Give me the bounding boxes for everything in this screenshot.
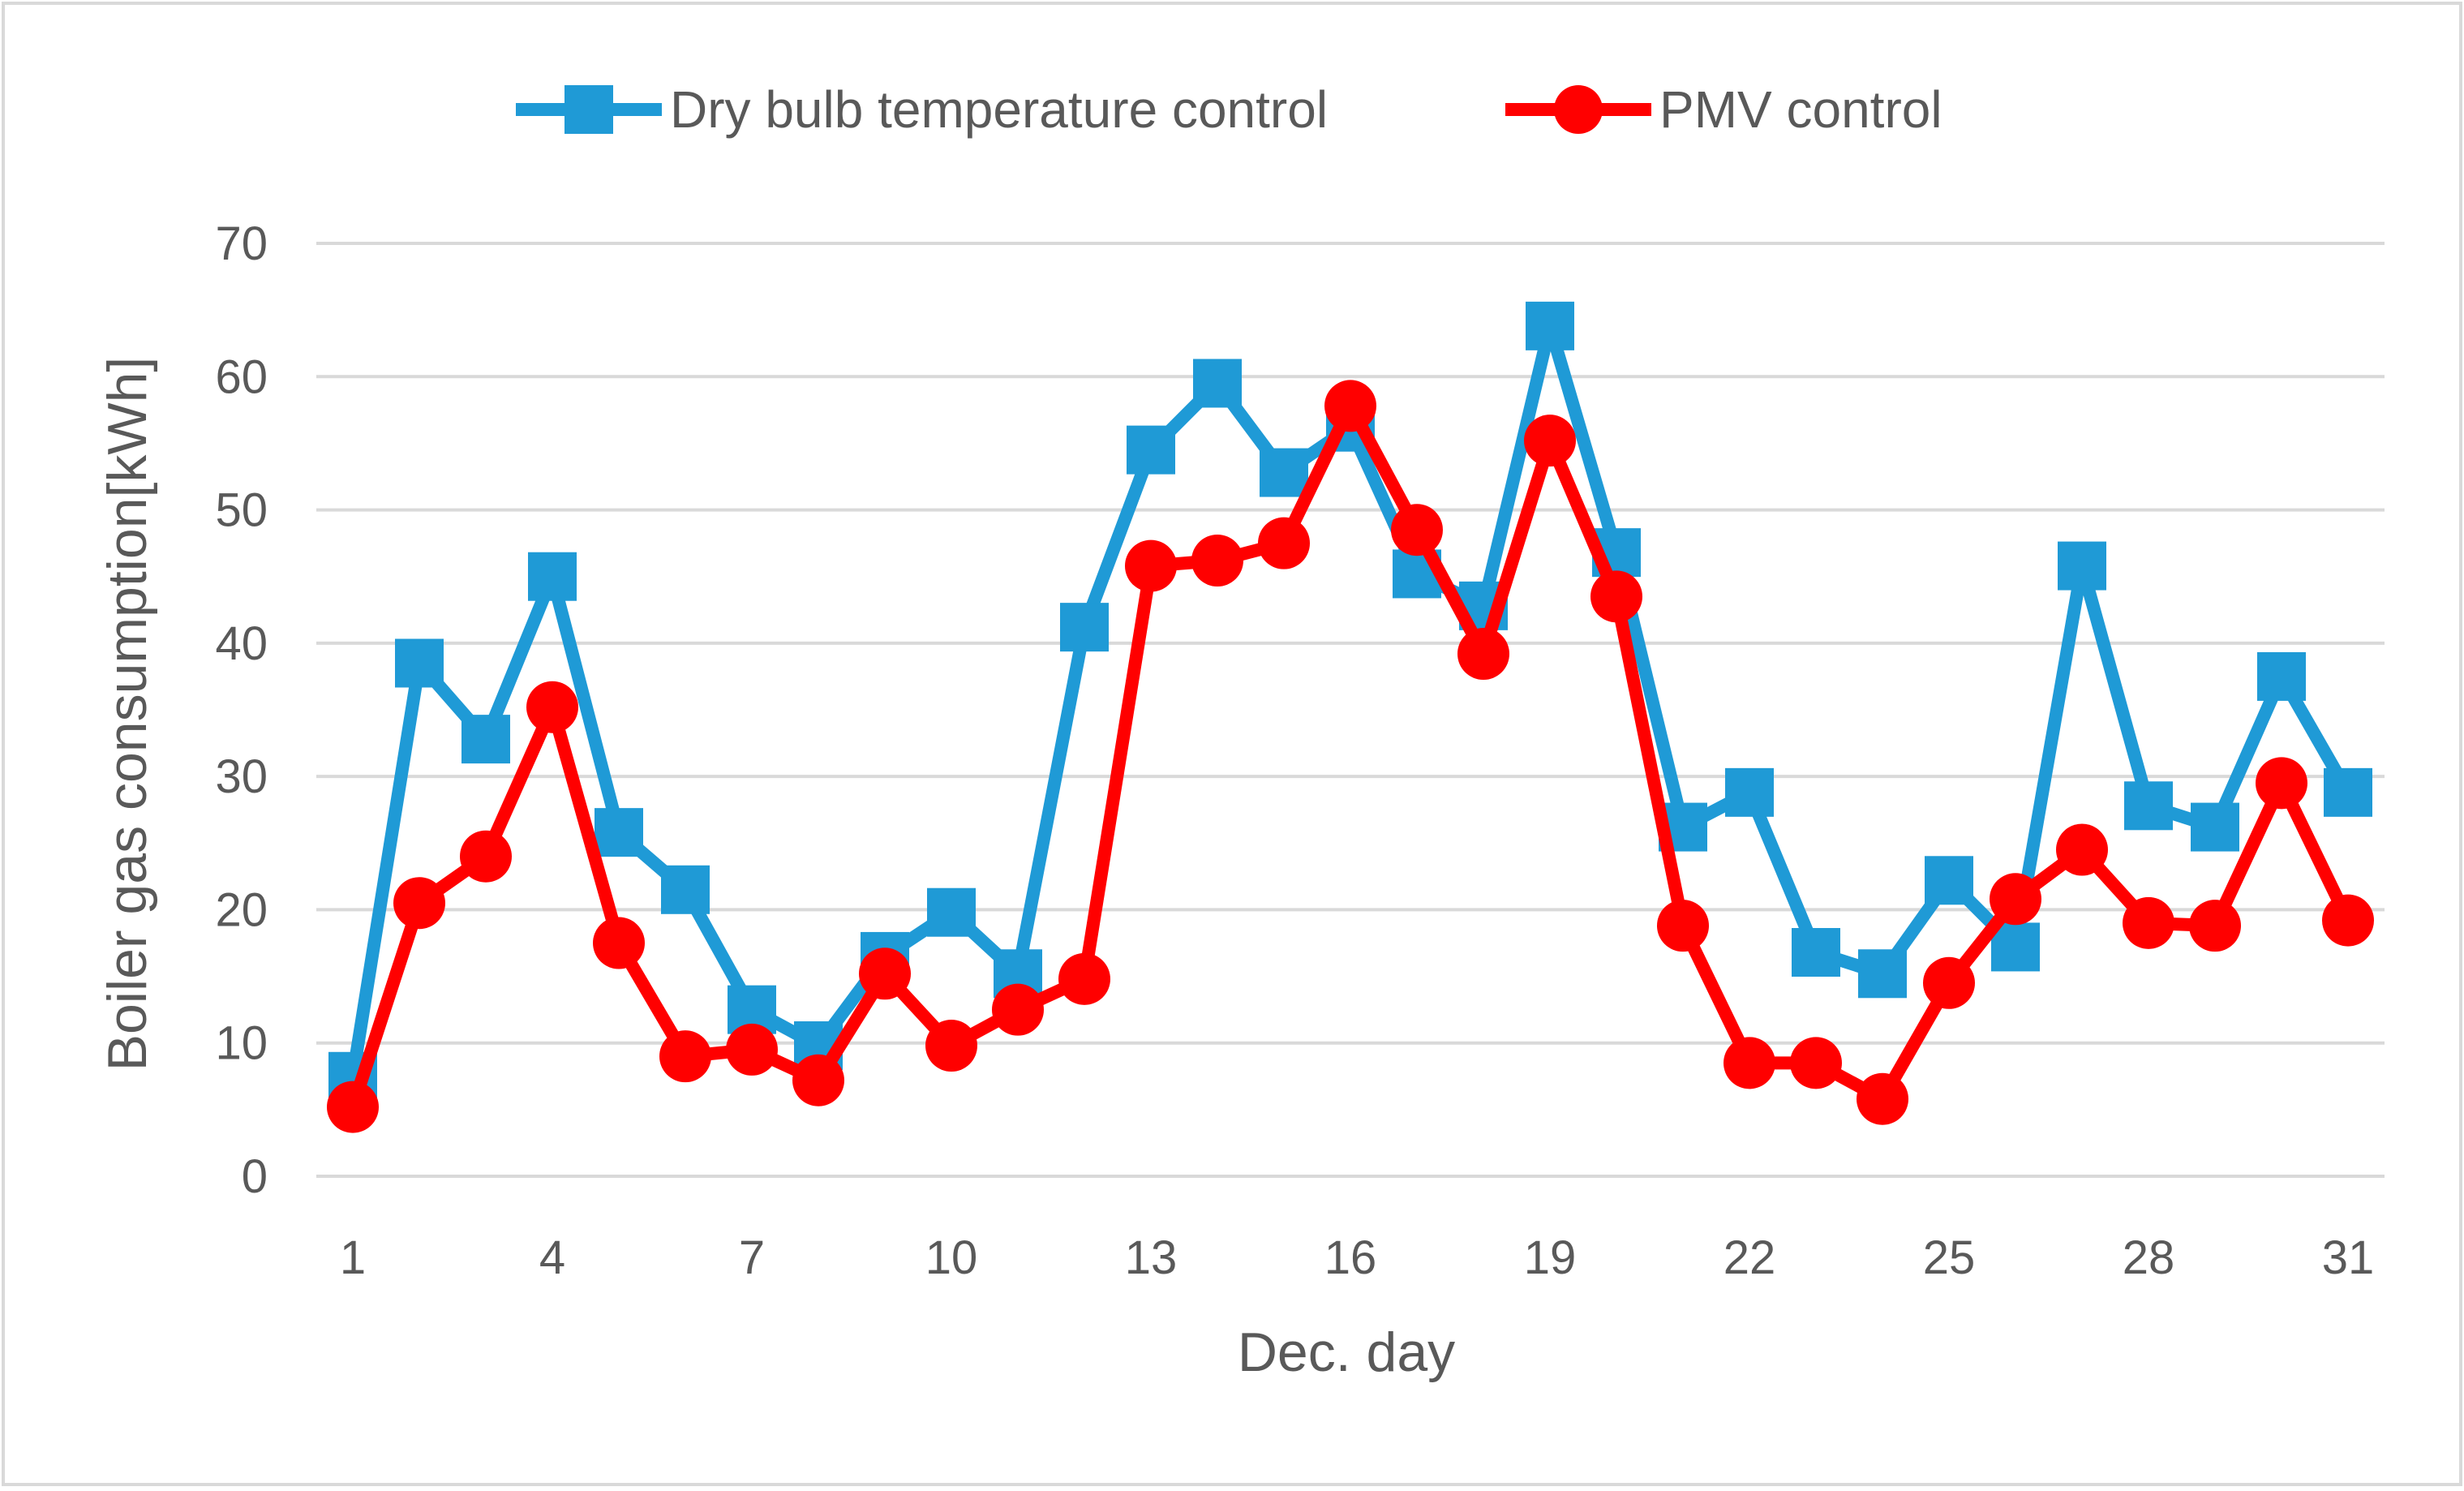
data-point bbox=[1524, 415, 1576, 467]
data-point bbox=[1925, 856, 1973, 905]
data-point bbox=[526, 681, 578, 733]
data-point bbox=[726, 1023, 778, 1076]
data-point bbox=[659, 1030, 711, 1083]
legend-label-dry-bulb: Dry bulb temperature control bbox=[670, 80, 1328, 139]
data-point bbox=[593, 917, 645, 969]
data-point bbox=[1125, 539, 1177, 592]
x-tick-label: 16 bbox=[1324, 1231, 1377, 1284]
data-point bbox=[460, 830, 512, 883]
data-point bbox=[393, 877, 445, 930]
x-tick-label: 4 bbox=[539, 1231, 565, 1284]
data-point bbox=[1260, 448, 1308, 497]
legend-marker-circle bbox=[1554, 85, 1603, 134]
data-point bbox=[528, 552, 577, 601]
y-tick-label: 50 bbox=[215, 484, 268, 537]
x-tick-label: 1 bbox=[340, 1231, 366, 1284]
data-point bbox=[2256, 757, 2307, 810]
data-point bbox=[1590, 570, 1642, 623]
data-point bbox=[1657, 900, 1709, 952]
data-point bbox=[2191, 802, 2239, 852]
x-tick-label: 10 bbox=[925, 1231, 978, 1284]
x-tick-label: 31 bbox=[2322, 1231, 2375, 1284]
data-point bbox=[2189, 900, 2241, 952]
data-point bbox=[1725, 767, 1774, 817]
data-point bbox=[395, 638, 444, 688]
x-tick-label: 7 bbox=[739, 1231, 765, 1284]
x-axis-ticks: 1 4 7 10 13 16 19 22 25 28 31 bbox=[340, 1231, 2374, 1284]
data-point bbox=[792, 1054, 844, 1106]
data-point bbox=[2123, 896, 2174, 949]
data-point bbox=[1193, 359, 1242, 408]
data-point bbox=[327, 1081, 379, 1133]
y-tick-label: 30 bbox=[215, 750, 268, 803]
data-point bbox=[1857, 1072, 1908, 1125]
x-tick-label: 13 bbox=[1125, 1231, 1178, 1284]
data-point bbox=[2257, 651, 2306, 701]
data-point bbox=[2124, 781, 2173, 831]
data-point bbox=[2322, 894, 2374, 947]
data-point bbox=[1324, 380, 1376, 432]
data-point bbox=[992, 983, 1044, 1036]
data-point bbox=[1923, 956, 1975, 1009]
data-point bbox=[927, 887, 976, 937]
data-point bbox=[2324, 767, 2372, 817]
data-point bbox=[1724, 1037, 1775, 1089]
data-point bbox=[2058, 541, 2106, 591]
data-point bbox=[1191, 535, 1243, 587]
legend-label-pmv: PMV control bbox=[1659, 80, 1942, 139]
data-point bbox=[1990, 873, 2041, 926]
y-axis-ticks: 0 10 20 30 40 50 60 70 bbox=[215, 217, 268, 1203]
data-point bbox=[1127, 425, 1175, 475]
y-tick-label: 40 bbox=[215, 617, 268, 670]
data-point bbox=[1790, 1037, 1842, 1089]
data-point bbox=[2056, 823, 2108, 876]
y-tick-label: 0 bbox=[242, 1150, 268, 1203]
legend-marker-square bbox=[564, 85, 613, 134]
data-point bbox=[1858, 949, 1907, 999]
data-point bbox=[461, 715, 510, 764]
x-axis-title: Dec. day bbox=[1238, 1321, 1455, 1383]
data-point bbox=[1792, 928, 1840, 977]
y-tick-label: 10 bbox=[215, 1017, 268, 1070]
y-tick-label: 60 bbox=[215, 350, 268, 403]
data-point bbox=[661, 865, 710, 914]
x-tick-label: 28 bbox=[2123, 1231, 2175, 1284]
x-tick-label: 22 bbox=[1724, 1231, 1776, 1284]
data-point bbox=[1058, 952, 1110, 1005]
data-point bbox=[1991, 922, 2040, 972]
series-pmv bbox=[327, 380, 2374, 1133]
data-point bbox=[1526, 301, 1574, 350]
data-point bbox=[595, 808, 643, 857]
data-point bbox=[925, 1020, 977, 1072]
y-tick-label: 70 bbox=[215, 217, 268, 270]
data-point bbox=[1457, 628, 1509, 680]
data-point bbox=[1391, 504, 1443, 556]
series-group bbox=[327, 301, 2374, 1133]
x-tick-label: 25 bbox=[1923, 1231, 1976, 1284]
y-tick-label: 20 bbox=[215, 883, 268, 936]
data-point bbox=[1258, 517, 1310, 569]
y-axis-title: Boiler gas consumption[kWh] bbox=[97, 357, 158, 1072]
data-point bbox=[1060, 603, 1109, 652]
legend: Dry bulb temperature control PMV control bbox=[516, 80, 1942, 139]
x-tick-label: 19 bbox=[1524, 1231, 1577, 1284]
data-point bbox=[859, 947, 911, 1000]
